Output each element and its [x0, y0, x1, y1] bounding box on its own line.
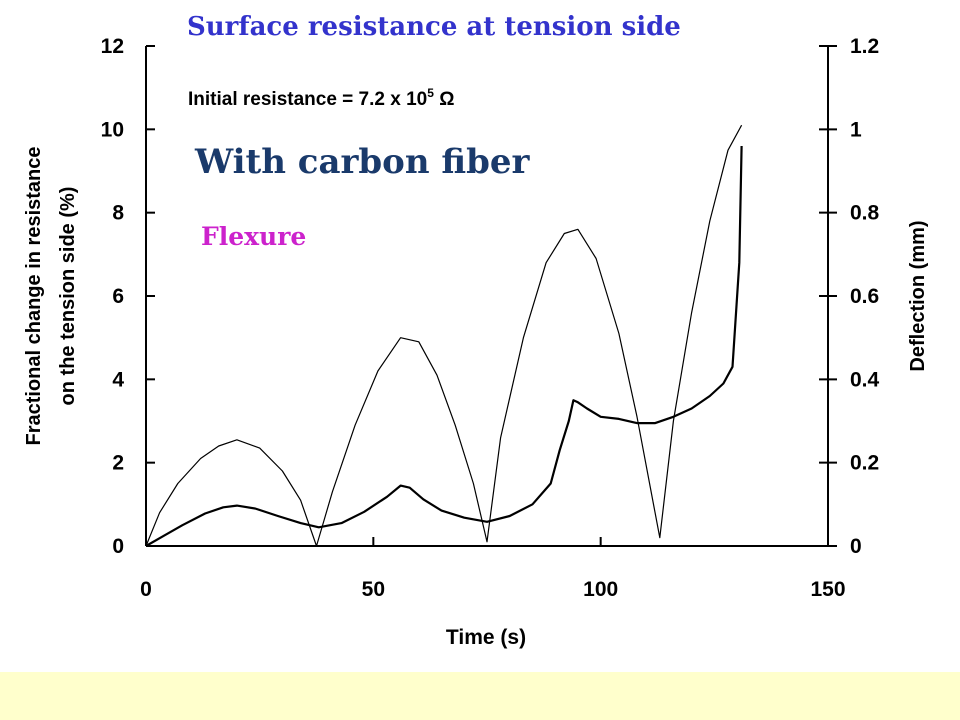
bottom-band: [0, 672, 960, 720]
material-label: With carbon fiber: [195, 142, 530, 182]
y-left-tick-label: 12: [101, 35, 124, 58]
y-right-axis-label: Deflection (mm): [907, 220, 929, 371]
x-tick-label: 100: [583, 578, 618, 601]
x-tick-label: 150: [810, 578, 845, 601]
initial-resistance-label: Initial resistance = 7.2 x 105 Ω: [188, 86, 454, 111]
resistance-series-line: [145, 145, 743, 547]
chart-series: [145, 124, 743, 547]
y-left-tick-label: 2: [112, 452, 124, 475]
initial-resistance-unit: Ω: [439, 89, 455, 110]
chart-axes: [145, 46, 829, 547]
y-right-tick-label: 0.8: [850, 202, 880, 225]
y-left-tick-label: 8: [112, 202, 124, 225]
x-axis-label: Time (s): [446, 626, 526, 649]
initial-resistance-text: Initial resistance = 7.2 x 10: [188, 89, 428, 110]
y-right-tick-label: 0.4: [850, 368, 880, 391]
y-left-axis-label-line1: Fractional change in resistance: [23, 147, 45, 446]
test-type-label: Flexure: [201, 222, 307, 251]
y-left-tick-label: 0: [112, 535, 124, 558]
y-right-tick-label: 1: [850, 118, 862, 141]
y-right-tick-label: 0.2: [850, 452, 879, 475]
x-tick-label: 0: [140, 578, 152, 601]
y-left-tick-label: 4: [112, 368, 124, 391]
y-left-axis-label-line2: on the tension side (%): [57, 187, 79, 406]
y-left-tick-label: 6: [112, 285, 124, 308]
y-right-tick-label: 1.2: [850, 35, 879, 58]
y-right-tick-label: 0.6: [850, 285, 879, 308]
deflection-series-line: [145, 124, 743, 547]
y-right-tick-label: 0: [850, 535, 862, 558]
slide-title: Surface resistance at tension side: [187, 12, 681, 42]
initial-resistance-exponent: 5: [427, 86, 434, 100]
y-left-tick-label: 10: [101, 118, 124, 141]
x-tick-label: 50: [362, 578, 385, 601]
